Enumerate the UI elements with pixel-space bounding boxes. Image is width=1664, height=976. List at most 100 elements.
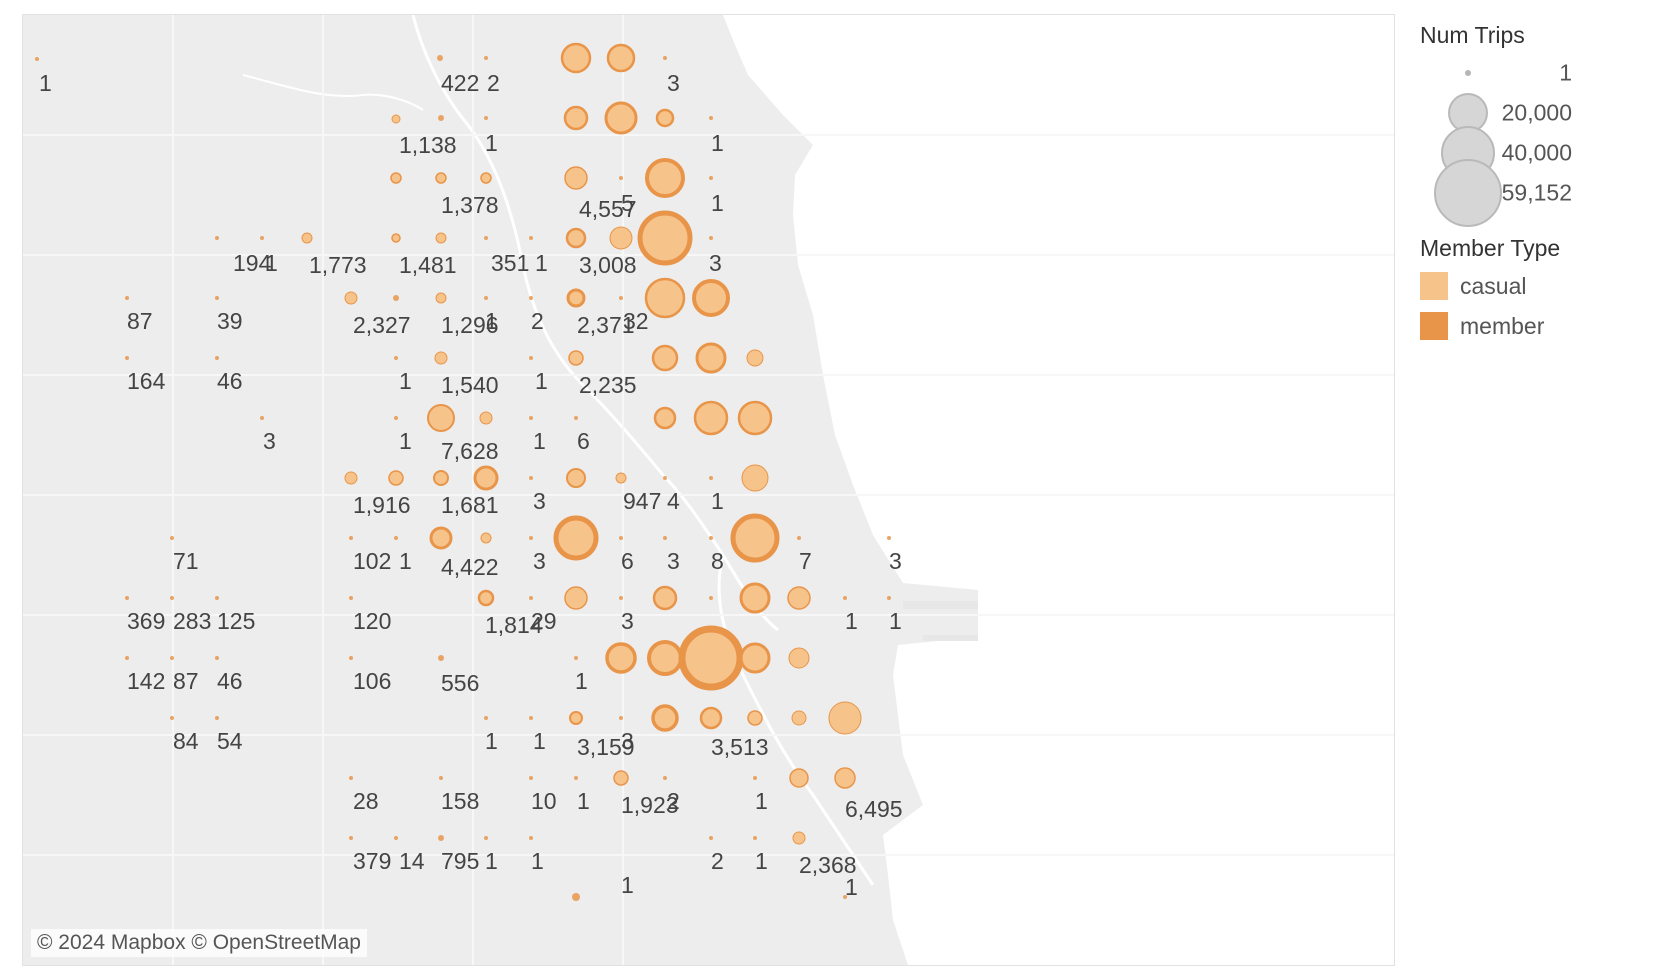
trip-bubble[interactable]: [709, 596, 713, 600]
trip-bubble[interactable]: [394, 836, 398, 840]
trip-bubble[interactable]: [792, 831, 806, 845]
trip-bubble[interactable]: [529, 596, 533, 600]
trip-bubble[interactable]: [479, 411, 493, 425]
trip-bubble[interactable]: [484, 116, 488, 120]
trip-bubble[interactable]: [170, 716, 174, 720]
trip-bubble[interactable]: [663, 476, 667, 480]
trip-bubble[interactable]: [344, 291, 358, 305]
trip-bubble[interactable]: [741, 464, 769, 492]
trip-bubble[interactable]: [560, 42, 592, 74]
trip-bubble[interactable]: [663, 56, 667, 60]
trip-bubble[interactable]: [349, 596, 353, 600]
trip-bubble[interactable]: [484, 236, 488, 240]
trip-bubble[interactable]: [651, 344, 679, 372]
trip-bubble[interactable]: [170, 656, 174, 660]
trip-bubble[interactable]: [393, 295, 399, 301]
trip-bubble[interactable]: [215, 296, 219, 300]
trip-bubble[interactable]: [437, 55, 443, 61]
trip-bubble[interactable]: [484, 296, 488, 300]
trip-bubble[interactable]: [170, 596, 174, 600]
trip-bubble[interactable]: [693, 400, 729, 436]
trip-bubble[interactable]: [427, 404, 455, 432]
trip-bubble[interactable]: [529, 836, 533, 840]
trip-bubble[interactable]: [349, 656, 353, 660]
trip-bubble[interactable]: [529, 236, 533, 240]
trip-bubble[interactable]: [349, 836, 353, 840]
trip-bubble[interactable]: [737, 400, 773, 436]
trip-bubble[interactable]: [652, 585, 678, 611]
trip-bubble[interactable]: [565, 227, 587, 249]
trip-bubble[interactable]: [791, 710, 807, 726]
trip-bubble[interactable]: [435, 292, 447, 304]
trip-bubble[interactable]: [695, 342, 727, 374]
trip-bubble[interactable]: [730, 513, 780, 563]
trip-bubble[interactable]: [619, 536, 623, 540]
trip-bubble[interactable]: [645, 158, 685, 198]
trip-bubble[interactable]: [644, 277, 686, 319]
trip-bubble[interactable]: [709, 836, 713, 840]
trip-bubble[interactable]: [574, 656, 578, 660]
trip-bubble[interactable]: [260, 416, 264, 420]
trip-bubble[interactable]: [637, 210, 693, 266]
trip-bubble[interactable]: [709, 536, 713, 540]
trip-bubble[interactable]: [564, 586, 588, 610]
trip-bubble[interactable]: [438, 115, 444, 121]
trip-bubble[interactable]: [606, 43, 636, 73]
trip-bubble[interactable]: [125, 356, 129, 360]
trip-bubble[interactable]: [574, 416, 578, 420]
trip-bubble[interactable]: [568, 350, 584, 366]
trip-bubble[interactable]: [739, 582, 771, 614]
trip-bubble[interactable]: [566, 468, 586, 488]
trip-bubble[interactable]: [887, 536, 891, 540]
trip-bubble[interactable]: [344, 471, 358, 485]
trip-bubble[interactable]: [564, 166, 588, 190]
trip-bubble[interactable]: [647, 640, 683, 676]
trip-map[interactable]: 1 422 2 3 1,138 1 1 1,378 4,557 5 1 194 1 1,773 1,481 3…: [22, 14, 1395, 966]
trip-bubble[interactable]: [619, 596, 623, 600]
trip-bubble[interactable]: [566, 288, 586, 308]
trip-bubble[interactable]: [484, 56, 488, 60]
trip-bubble[interactable]: [438, 655, 444, 661]
trip-bubble[interactable]: [529, 536, 533, 540]
trip-bubble[interactable]: [388, 470, 404, 486]
trip-bubble[interactable]: [692, 279, 730, 317]
trip-bubble[interactable]: [125, 296, 129, 300]
trip-bubble[interactable]: [563, 105, 589, 131]
trip-bubble[interactable]: [843, 596, 847, 600]
trip-bubble[interactable]: [529, 716, 533, 720]
trip-bubble[interactable]: [605, 642, 637, 674]
trip-bubble[interactable]: [651, 704, 679, 732]
trip-bubble[interactable]: [215, 656, 219, 660]
trip-bubble[interactable]: [215, 356, 219, 360]
trip-bubble[interactable]: [887, 596, 891, 600]
trip-bubble[interactable]: [394, 536, 398, 540]
trip-bubble[interactable]: [569, 711, 583, 725]
trip-bubble[interactable]: [753, 836, 757, 840]
trip-bubble[interactable]: [797, 536, 801, 540]
trip-bubble[interactable]: [619, 716, 623, 720]
trip-bubble[interactable]: [170, 536, 174, 540]
trip-bubble[interactable]: [609, 226, 633, 250]
type-legend-item-member[interactable]: member: [1420, 306, 1650, 346]
trip-bubble[interactable]: [349, 776, 353, 780]
trip-bubble[interactable]: [215, 596, 219, 600]
trip-bubble[interactable]: [604, 101, 638, 135]
trip-bubble[interactable]: [477, 589, 495, 607]
trip-bubble[interactable]: [35, 57, 39, 61]
trip-bubble[interactable]: [613, 770, 629, 786]
trip-bubble[interactable]: [349, 536, 353, 540]
trip-bubble[interactable]: [753, 776, 757, 780]
trip-bubble[interactable]: [739, 642, 771, 674]
trip-bubble[interactable]: [391, 233, 401, 243]
trip-bubble[interactable]: [433, 470, 449, 486]
trip-bubble[interactable]: [843, 895, 847, 899]
trip-bubble[interactable]: [473, 465, 499, 491]
trip-bubble[interactable]: [553, 515, 599, 561]
trip-bubble[interactable]: [746, 349, 764, 367]
trip-bubble[interactable]: [429, 526, 453, 550]
trip-bubble[interactable]: [699, 706, 723, 730]
trip-bubble[interactable]: [390, 172, 402, 184]
type-legend-item-casual[interactable]: casual: [1420, 266, 1650, 306]
trip-bubble[interactable]: [484, 716, 488, 720]
